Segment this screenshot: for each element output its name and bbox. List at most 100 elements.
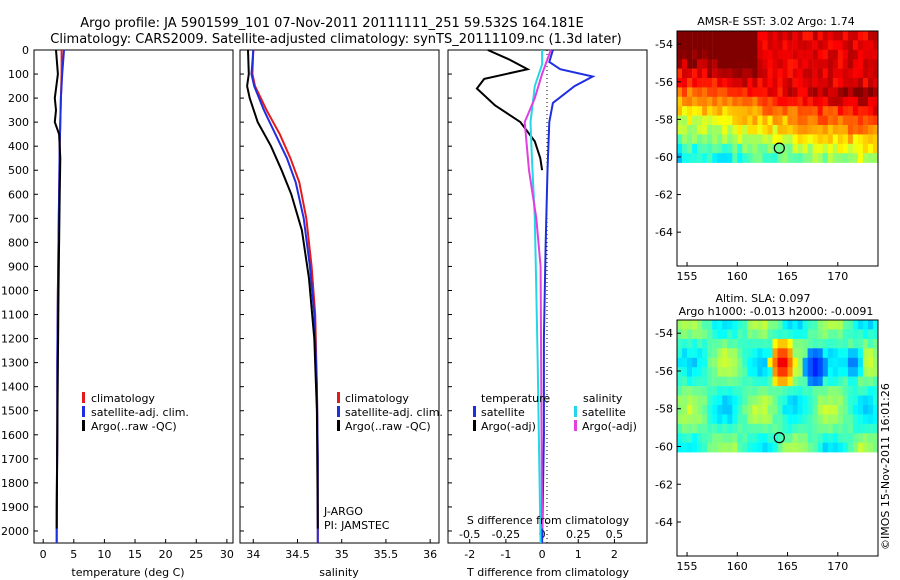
heatmap-cell xyxy=(732,31,738,41)
heatmap-cell xyxy=(817,68,823,79)
heatmap-cell xyxy=(777,115,783,126)
heatmap-cell xyxy=(792,395,798,406)
sla-map-panel: Altim. SLA: 0.097 Argo h1000: -0.013 h20… xyxy=(655,292,879,573)
heatmap-cell xyxy=(742,442,748,453)
x-tick-label: 0 xyxy=(40,548,47,561)
heatmap-cell xyxy=(687,348,693,358)
heatmap-cell xyxy=(777,348,783,358)
heatmap-cell xyxy=(792,134,798,145)
heatmap-cell xyxy=(697,31,703,41)
heatmap-cell xyxy=(707,442,713,453)
figure-title-line2: Climatology: CARS2009. Satellite-adjuste… xyxy=(50,32,622,47)
heatmap-cell xyxy=(707,320,713,330)
heatmap-cell xyxy=(792,423,798,434)
heatmap-cell xyxy=(822,49,828,60)
x-tick-label: 15 xyxy=(128,548,142,561)
heatmap-cell xyxy=(687,59,693,69)
heatmap-cell xyxy=(707,96,713,107)
heatmap-cell xyxy=(852,59,859,69)
heatmap-cell xyxy=(722,386,728,396)
heatmap-cell xyxy=(782,96,788,107)
heatmap-cell xyxy=(857,87,864,98)
heatmap-cell xyxy=(787,395,793,406)
heatmap-cell xyxy=(772,395,778,406)
s-tick-label: -0.5 xyxy=(459,528,480,541)
heatmap-cell xyxy=(857,414,864,425)
heatmap-cell xyxy=(802,376,808,387)
heatmap-cell xyxy=(847,329,854,340)
heatmap-cell xyxy=(802,395,808,406)
heatmap-cell xyxy=(727,386,733,396)
heatmap-cell xyxy=(822,367,828,377)
heatmap-cell xyxy=(852,405,859,415)
heatmap-cell xyxy=(862,423,869,434)
heatmap-cell xyxy=(837,414,844,425)
heatmap-cell xyxy=(862,348,869,358)
depth-tick-label: 300 xyxy=(8,116,29,129)
heatmap-cell xyxy=(702,386,708,396)
heatmap-cell xyxy=(752,125,758,135)
heatmap-cell xyxy=(687,433,693,443)
heatmap-cell xyxy=(767,68,773,79)
heatmap-cell xyxy=(787,125,793,135)
x-tick-label: 34.5 xyxy=(285,548,310,561)
heatmap-cell xyxy=(777,78,783,88)
heatmap-cell xyxy=(762,115,768,126)
heatmap-cell xyxy=(862,134,869,145)
heatmap-cell xyxy=(727,59,733,69)
heatmap-cell xyxy=(732,433,738,443)
heatmap-cell xyxy=(747,329,753,340)
heatmap-cell xyxy=(682,329,688,340)
heatmap-cell xyxy=(707,395,713,406)
heatmap-cell xyxy=(873,442,879,453)
heatmap-cell xyxy=(752,348,758,358)
heatmap-cell xyxy=(747,348,753,358)
heatmap-cell xyxy=(782,87,788,98)
heatmap-cell xyxy=(747,143,753,154)
heatmap-cell xyxy=(702,87,708,98)
salinity-axes-frame xyxy=(239,49,440,544)
sla-map-title-line2: Argo h1000: -0.013 h2000: -0.0091 xyxy=(679,305,874,318)
heatmap-cell xyxy=(737,31,743,41)
heatmap-cell xyxy=(737,106,743,116)
heatmap-cell xyxy=(822,376,828,387)
heatmap-cell xyxy=(832,153,839,163)
heatmap-cell xyxy=(852,87,859,98)
heatmap-cell xyxy=(812,423,818,434)
heatmap-cell xyxy=(812,442,818,453)
heatmap-cell xyxy=(873,40,879,51)
heatmap-cell xyxy=(837,442,844,453)
heatmap-cell xyxy=(677,78,683,88)
heatmap-cell xyxy=(742,338,748,349)
heatmap-cell xyxy=(687,367,693,377)
heatmap-cell xyxy=(747,134,753,145)
heatmap-cell xyxy=(787,376,793,387)
heatmap-cell xyxy=(762,386,768,396)
heatmap-cell xyxy=(792,433,798,443)
heatmap-cell xyxy=(787,423,793,434)
heatmap-cell xyxy=(812,405,818,415)
heatmap-cell xyxy=(677,115,683,126)
heatmap-cell xyxy=(772,329,778,340)
heatmap-cell xyxy=(722,125,728,135)
heatmap-cell xyxy=(842,49,849,60)
heatmap-cell xyxy=(747,423,753,434)
heatmap-cell xyxy=(702,405,708,415)
heatmap-cell xyxy=(702,59,708,69)
heatmap-cell xyxy=(868,395,874,406)
heatmap-cell xyxy=(782,433,788,443)
heatmap-cell xyxy=(847,31,854,41)
heatmap-cell xyxy=(802,320,808,330)
heatmap-cell xyxy=(812,348,818,358)
heatmap-cell xyxy=(832,367,839,377)
heatmap-cell xyxy=(842,68,849,79)
heatmap-cell xyxy=(847,386,854,396)
heatmap-cell xyxy=(767,414,773,425)
heatmap-cell xyxy=(737,423,743,434)
heatmap-cell xyxy=(797,338,803,349)
temperature-x-axis: 0 5 10 15 20 25 30 xyxy=(40,539,234,561)
heatmap-cell xyxy=(822,143,828,154)
heatmap-cell xyxy=(837,31,844,41)
heatmap-cell xyxy=(692,115,698,126)
heatmap-cell xyxy=(717,31,723,41)
